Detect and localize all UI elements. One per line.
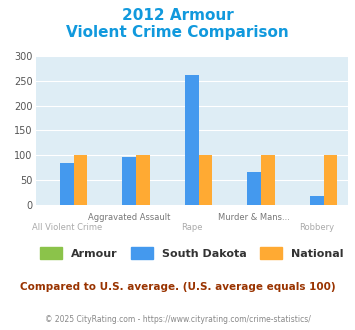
Text: All Violent Crime: All Violent Crime: [32, 223, 102, 232]
Bar: [323, 155, 337, 205]
Bar: [198, 155, 212, 205]
Bar: [185, 75, 198, 205]
Text: 2012 Armour: 2012 Armour: [122, 8, 233, 23]
Bar: [247, 172, 261, 205]
Text: Aggravated Assault: Aggravated Assault: [88, 213, 170, 222]
Bar: [136, 155, 150, 205]
Text: Murder & Mans...: Murder & Mans...: [218, 213, 290, 222]
Text: Robbery: Robbery: [299, 223, 334, 232]
Text: Violent Crime Comparison: Violent Crime Comparison: [66, 25, 289, 40]
Bar: [60, 162, 73, 205]
Text: Rape: Rape: [181, 223, 202, 232]
Bar: [122, 156, 136, 205]
Text: © 2025 CityRating.com - https://www.cityrating.com/crime-statistics/: © 2025 CityRating.com - https://www.city…: [45, 315, 310, 324]
Bar: [310, 196, 323, 205]
Bar: [261, 155, 275, 205]
Bar: [73, 155, 87, 205]
Legend: Armour, South Dakota, National: Armour, South Dakota, National: [35, 243, 348, 263]
Text: Compared to U.S. average. (U.S. average equals 100): Compared to U.S. average. (U.S. average …: [20, 282, 335, 292]
